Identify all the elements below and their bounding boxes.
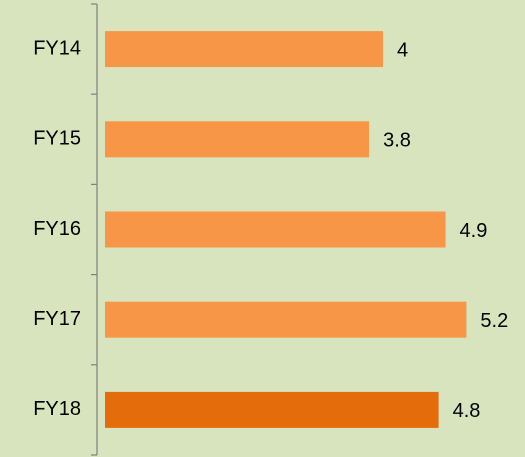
bar [105, 121, 370, 158]
value-label: 5.2 [480, 310, 508, 332]
y-tick-label: FY16 [33, 218, 81, 240]
value-label: 4.9 [460, 220, 488, 242]
y-tick-label: FY17 [33, 308, 81, 330]
bar [105, 211, 446, 248]
value-label: 3.8 [383, 130, 411, 152]
y-tick-label: FY14 [33, 37, 81, 59]
bar [105, 301, 467, 338]
bar [105, 31, 383, 68]
bar [105, 391, 439, 428]
y-tick-label: FY15 [33, 128, 81, 150]
y-tick-label: FY18 [33, 398, 81, 420]
value-label: 4.8 [453, 400, 481, 422]
value-label: 4 [397, 39, 408, 61]
